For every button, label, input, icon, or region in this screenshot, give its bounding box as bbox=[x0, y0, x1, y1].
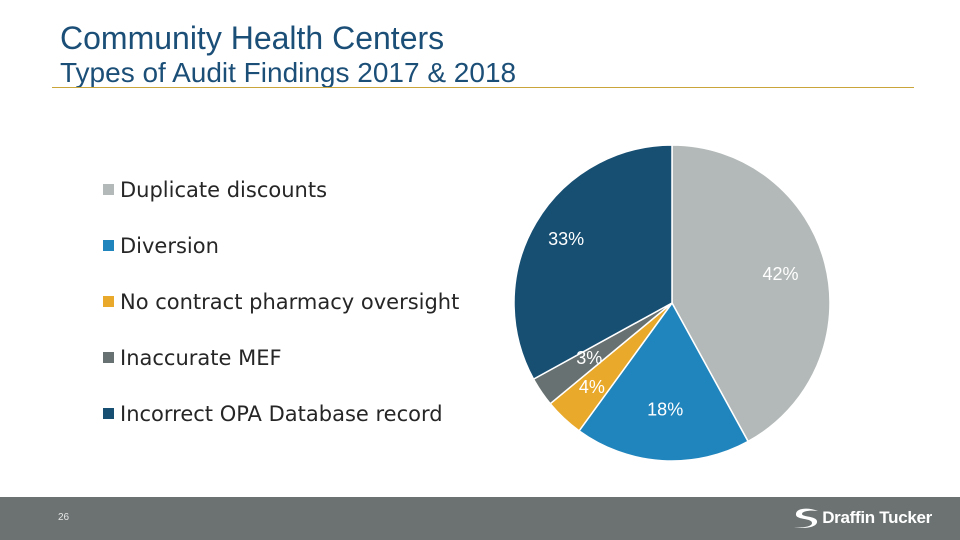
legend-swatch-duplicate-discounts bbox=[103, 184, 114, 195]
title-divider bbox=[52, 87, 914, 88]
slice-label-no-contract-pharmacy-oversight: 4% bbox=[579, 377, 605, 397]
legend-swatch-incorrect-opa-database-record bbox=[103, 408, 114, 419]
swoosh-icon bbox=[794, 508, 819, 528]
pie-slice-incorrect-opa-database-record bbox=[513, 144, 673, 381]
legend-label-diversion: Diversion bbox=[120, 234, 219, 258]
slice-label-incorrect-opa-database-record: 33% bbox=[548, 229, 584, 249]
page-number: 26 bbox=[58, 512, 70, 523]
slice-label-diversion: 18% bbox=[647, 400, 683, 420]
legend-label-no-contract-pharmacy-oversight: No contract pharmacy oversight bbox=[120, 290, 460, 314]
pie-slice-duplicate-discounts bbox=[671, 144, 831, 443]
slice-label-duplicate-discounts: 42% bbox=[762, 264, 798, 284]
pie-slice-diversion bbox=[578, 301, 750, 462]
brand-name: Draffin Tucker bbox=[822, 508, 932, 527]
legend-swatch-no-contract-pharmacy-oversight bbox=[103, 296, 114, 307]
page-subtitle: Types of Audit Findings 2017 & 2018 bbox=[60, 57, 517, 88]
brand-logo: Draffin Tucker bbox=[792, 506, 932, 530]
pie-chart: 42% 18% 4% 3% 33% bbox=[513, 144, 831, 462]
slice-label-inaccurate-mef: 3% bbox=[576, 348, 602, 368]
legend-swatch-diversion bbox=[103, 240, 114, 251]
page-title: Community Health Centers bbox=[60, 20, 445, 56]
legend-swatch-inaccurate-mef bbox=[103, 352, 114, 363]
legend-label-duplicate-discounts: Duplicate discounts bbox=[120, 178, 328, 202]
footer-bar: 26 Draffin Tucker bbox=[0, 497, 960, 540]
legend-label-inaccurate-mef: Inaccurate MEF bbox=[120, 346, 282, 370]
legend-label-incorrect-opa-database-record: Incorrect OPA Database record bbox=[120, 402, 443, 426]
